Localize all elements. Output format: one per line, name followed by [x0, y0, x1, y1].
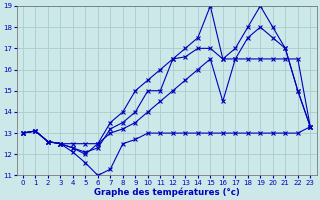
X-axis label: Graphe des températures (°c): Graphe des températures (°c): [94, 187, 239, 197]
